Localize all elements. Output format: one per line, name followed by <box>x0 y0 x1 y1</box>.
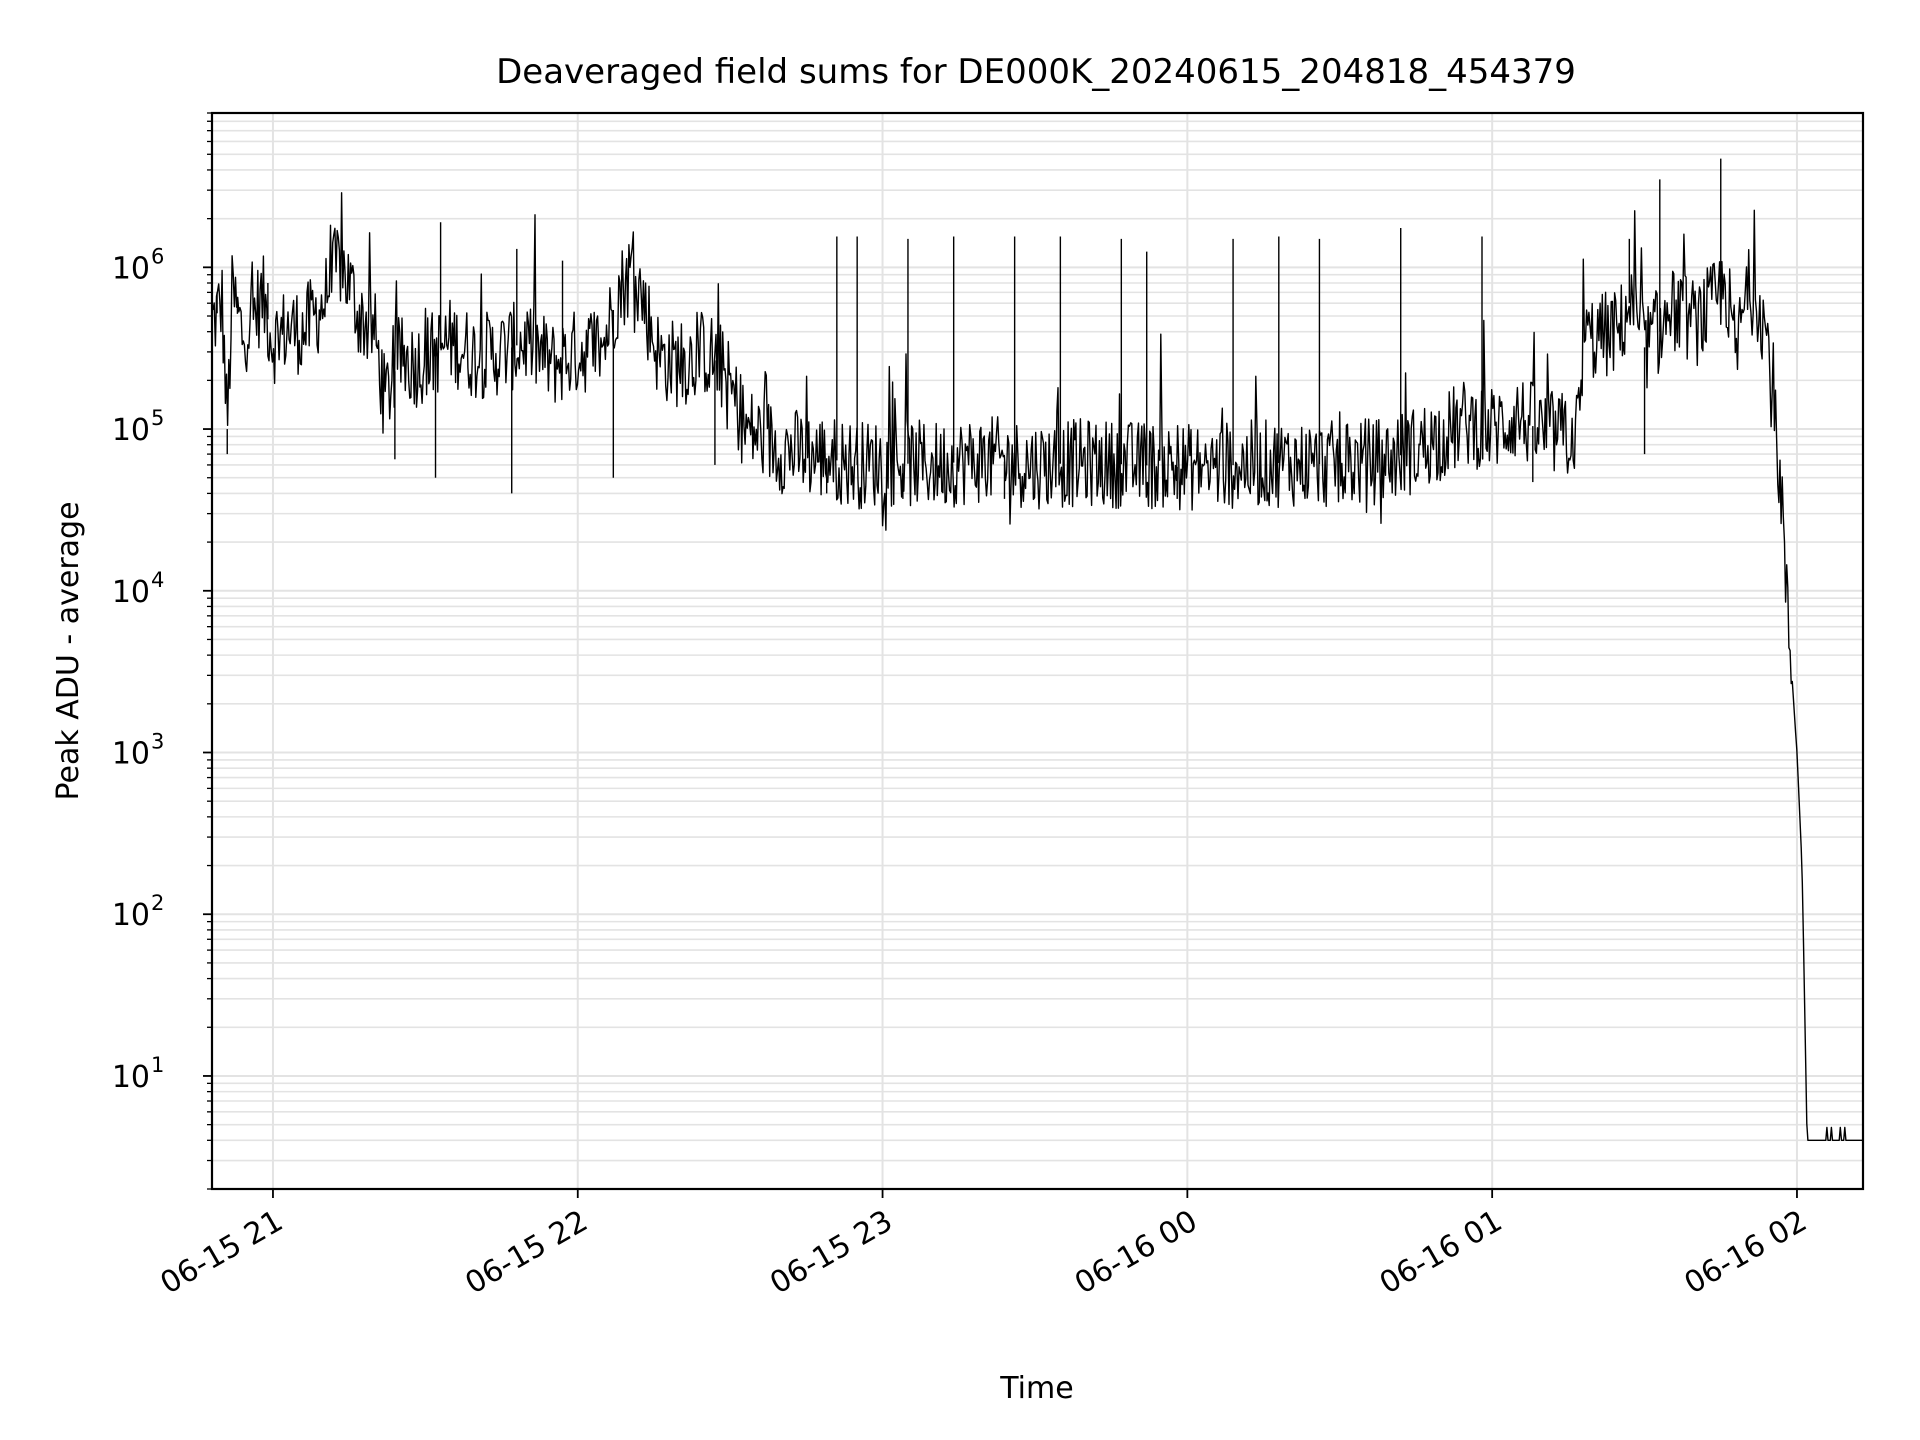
y-tick-exponent: 6 <box>151 244 164 268</box>
y-tick-exponent: 1 <box>151 1053 164 1077</box>
y-tick-base: 10 <box>112 1060 150 1095</box>
y-tick-base: 10 <box>112 413 150 448</box>
y-axis-label: Peak ADU - average <box>51 501 86 800</box>
y-tick-base: 10 <box>112 575 150 610</box>
grid-lines <box>212 112 1863 1190</box>
y-tick-base: 10 <box>112 898 150 933</box>
x-axis-label: Time <box>999 1371 1073 1406</box>
y-tick-label: 10 4 <box>112 568 165 610</box>
y-tick-base: 10 <box>112 737 150 772</box>
series-line <box>211 192 1863 1141</box>
y-tick-exponent: 4 <box>151 568 164 592</box>
y-tick-exponent: 5 <box>151 406 164 430</box>
y-tick-label: 10 6 <box>112 244 165 286</box>
y-tick-label: 10 1 <box>112 1053 165 1095</box>
chart-title: Deaveraged field sums for DE000K_2024061… <box>496 52 1576 92</box>
y-tick-label: 10 2 <box>112 891 165 933</box>
y-tick-exponent: 2 <box>151 891 164 915</box>
y-tick-exponent: 3 <box>151 730 164 754</box>
y-tick-base: 10 <box>112 251 150 286</box>
y-tick-label: 10 3 <box>112 730 165 772</box>
y-tick-label: 10 5 <box>112 406 165 448</box>
plot-area <box>211 158 1863 1141</box>
plot-frame <box>210 111 1865 1191</box>
